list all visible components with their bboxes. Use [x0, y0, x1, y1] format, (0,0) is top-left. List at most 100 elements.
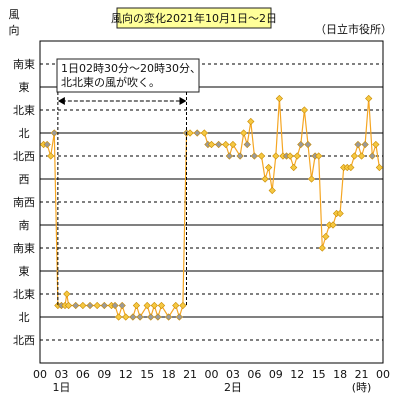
- data-point-68: [336, 209, 344, 218]
- x-tick-label-2: 06: [76, 368, 90, 381]
- data-point-21: [136, 313, 144, 321]
- y-axis-title-bottom: 向: [9, 23, 20, 37]
- data-point-71: [347, 163, 355, 172]
- annotation-line-1: 1日02時30分～20時30分、: [61, 62, 201, 75]
- x-tick-label-3: 09: [97, 368, 111, 381]
- data-point-3: [50, 129, 58, 137]
- data-point-37: [215, 140, 223, 149]
- y-tick-label-3: 東: [19, 265, 30, 278]
- data-point-57: [297, 140, 305, 149]
- data-point-15: [111, 301, 119, 310]
- y-tick-label-10: 北東: [13, 104, 35, 117]
- data-point-26: [157, 301, 166, 310]
- data-point-74: [357, 152, 366, 160]
- data-point-36: [207, 140, 216, 149]
- data-point-1: [43, 140, 51, 149]
- data-point-66: [329, 221, 337, 229]
- data-point-30: [179, 301, 187, 310]
- annotation-arrow-right: [179, 97, 187, 105]
- data-point-78: [372, 140, 380, 149]
- data-point-64: [322, 232, 330, 241]
- annotation-range: [57, 92, 187, 306]
- annotation: 1日02時30分～20時30分、 北北東の風が吹く。: [56, 58, 201, 306]
- x-tick-label-15: 21: [355, 368, 369, 381]
- x-tick-label-10: 06: [247, 368, 261, 381]
- data-point-79: [375, 163, 384, 172]
- y-tick-label-9: 北: [19, 127, 30, 140]
- data-point-77: [368, 152, 376, 160]
- data-point-22: [143, 301, 151, 310]
- data-point-24: [150, 301, 158, 310]
- data-point-27: [165, 313, 173, 321]
- data-point-45: [250, 152, 258, 160]
- y-tick-label-12: 南東: [13, 58, 35, 71]
- x-tick-label-13: 15: [312, 368, 326, 381]
- title-box: [116, 7, 272, 29]
- data-point-25: [154, 313, 162, 321]
- data-point-7: [63, 290, 71, 298]
- data-point-47: [261, 175, 269, 183]
- data-point-73: [354, 140, 362, 149]
- data-point-55: [290, 163, 298, 172]
- annotation-line-2: 北北東の風が吹く。: [61, 75, 160, 89]
- data-point-42: [240, 129, 248, 137]
- x-tick-label-4: 12: [119, 368, 133, 381]
- data-point-34: [200, 129, 208, 137]
- data-point-50: [272, 152, 280, 160]
- data-point-17: [118, 301, 126, 310]
- y-tick-label-2: 北東: [13, 288, 35, 301]
- data-point-49: [268, 186, 276, 195]
- data-point-2: [47, 152, 55, 160]
- x-tick-label-5: 15: [140, 368, 154, 381]
- data-point-60: [307, 175, 316, 183]
- x-tick-label-11: 09: [269, 368, 283, 381]
- data-point-10: [79, 301, 87, 310]
- data-point-75: [361, 140, 369, 149]
- data-point-11: [86, 301, 94, 310]
- data-point-38: [222, 140, 230, 149]
- data-point-48: [265, 163, 273, 172]
- data-point-58: [300, 106, 309, 114]
- data-point-54: [286, 152, 294, 160]
- y-tick-label-6: 南西: [13, 196, 35, 209]
- x-day-label-0: 1日: [52, 381, 70, 394]
- data-point-76: [365, 94, 373, 103]
- x-axis-labels: 00 03 06 09 12 15 18 21 00 03 06 09 12 15 18 21 00 1日 2日 (時…: [33, 368, 390, 394]
- title-text: 風向の変化2021年10月1日～2日: [111, 11, 277, 25]
- data-point-32: [186, 129, 194, 137]
- y-tick-label-0: 北西: [13, 334, 35, 347]
- y-tick-label-1: 北: [19, 311, 30, 324]
- data-point-63: [318, 244, 326, 252]
- data-point-8: [64, 301, 73, 310]
- x-unit-label: (時): [352, 381, 372, 394]
- data-point-33: [193, 129, 201, 137]
- series-markers: [39, 94, 384, 321]
- data-point-62: [315, 152, 323, 160]
- y-tick-label-7: 西: [19, 173, 30, 186]
- data-point-19: [129, 313, 137, 321]
- x-tick-label-12: 12: [290, 368, 304, 381]
- x-tick-label-16: 00: [376, 368, 390, 381]
- data-point-59: [304, 140, 312, 149]
- annotation-arrow-left: [57, 97, 65, 105]
- data-point-12: [93, 301, 101, 310]
- y-tick-label-5: 南: [19, 219, 30, 232]
- data-point-41: [236, 152, 244, 160]
- data-point-23: [147, 313, 155, 321]
- y-tick-label-4: 南東: [13, 242, 35, 255]
- data-point-46: [257, 152, 266, 160]
- annotation-box: [56, 58, 200, 93]
- data-point-40: [229, 140, 237, 149]
- x-tick-label-14: 18: [333, 368, 347, 381]
- data-point-56: [293, 152, 301, 160]
- data-point-18: [122, 313, 130, 321]
- chart-title: 風向の変化2021年10月1日～2日: [111, 7, 277, 29]
- plot-frame: [39, 40, 384, 364]
- data-point-51: [275, 94, 284, 103]
- x-tick-label-0: 00: [33, 368, 47, 381]
- data-point-28: [172, 301, 180, 310]
- data-point-72: [350, 152, 359, 160]
- x-tick-label-7: 21: [183, 368, 197, 381]
- x-tick-label-8: 00: [205, 368, 219, 381]
